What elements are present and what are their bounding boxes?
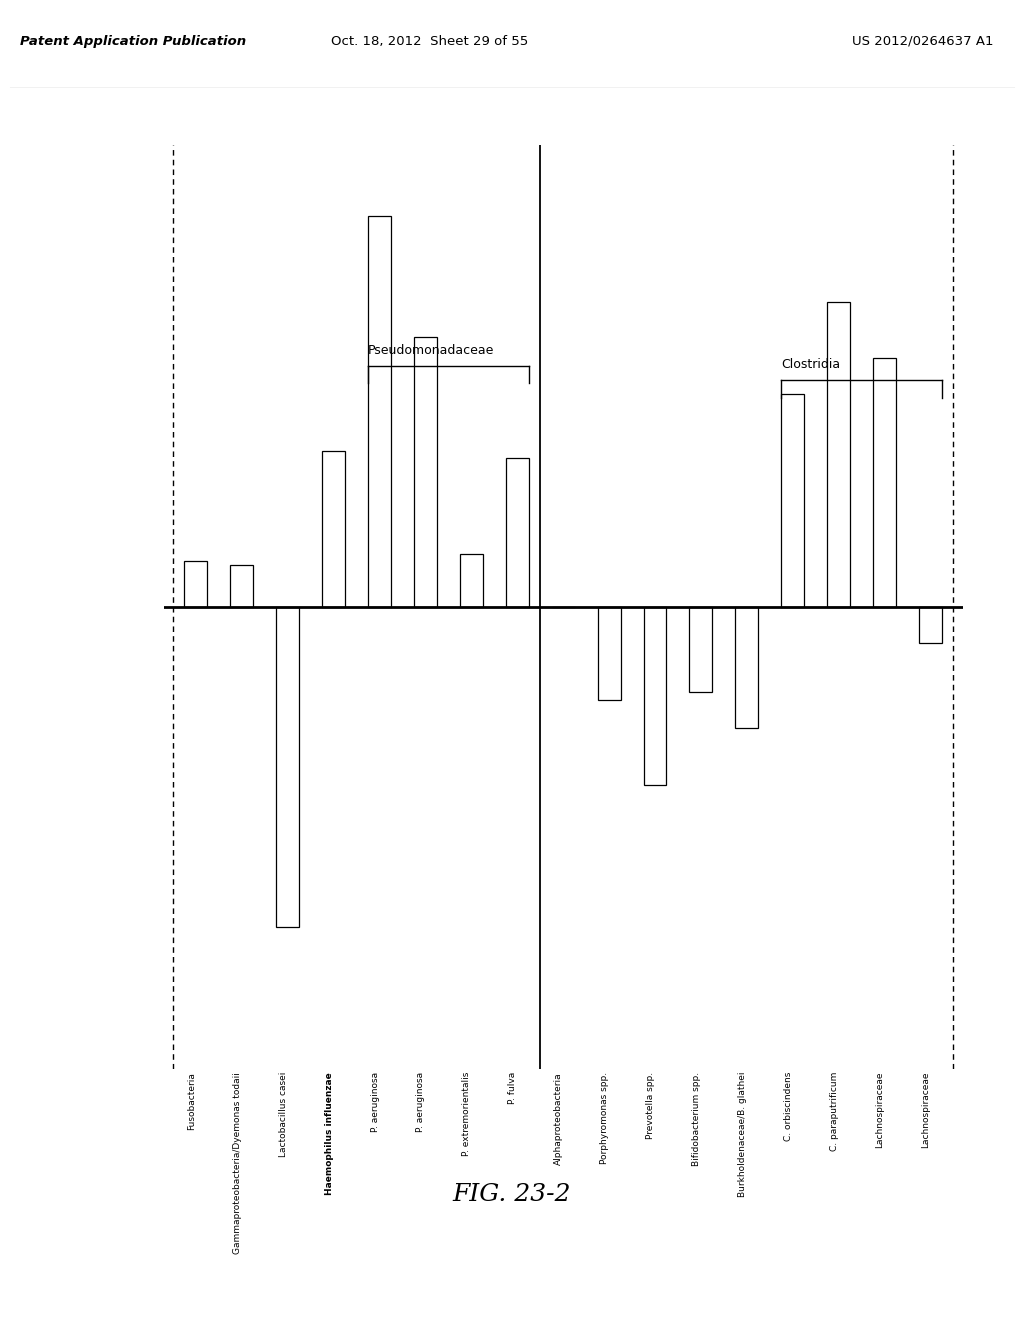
Bar — [689, 607, 713, 693]
Bar — [598, 607, 621, 700]
Bar — [781, 393, 804, 607]
Bar — [873, 359, 896, 607]
Bar — [414, 337, 437, 607]
Bar — [919, 607, 942, 643]
Bar — [735, 607, 759, 729]
Bar — [276, 607, 299, 927]
Text: US 2012/0264637 A1: US 2012/0264637 A1 — [852, 34, 993, 48]
Text: Oct. 18, 2012  Sheet 29 of 55: Oct. 18, 2012 Sheet 29 of 55 — [332, 34, 528, 48]
Bar — [368, 216, 391, 607]
Bar — [506, 458, 528, 607]
Text: FIG. 23-2: FIG. 23-2 — [453, 1183, 571, 1206]
Text: Patent Application Publication: Patent Application Publication — [20, 34, 247, 48]
Bar — [643, 607, 667, 785]
Bar — [827, 301, 850, 607]
Bar — [460, 554, 483, 607]
Text: Pseudomonadaceae: Pseudomonadaceae — [368, 345, 495, 356]
Bar — [230, 565, 253, 607]
Bar — [323, 451, 345, 607]
Bar — [184, 561, 208, 607]
Text: Clostridia: Clostridia — [781, 358, 841, 371]
